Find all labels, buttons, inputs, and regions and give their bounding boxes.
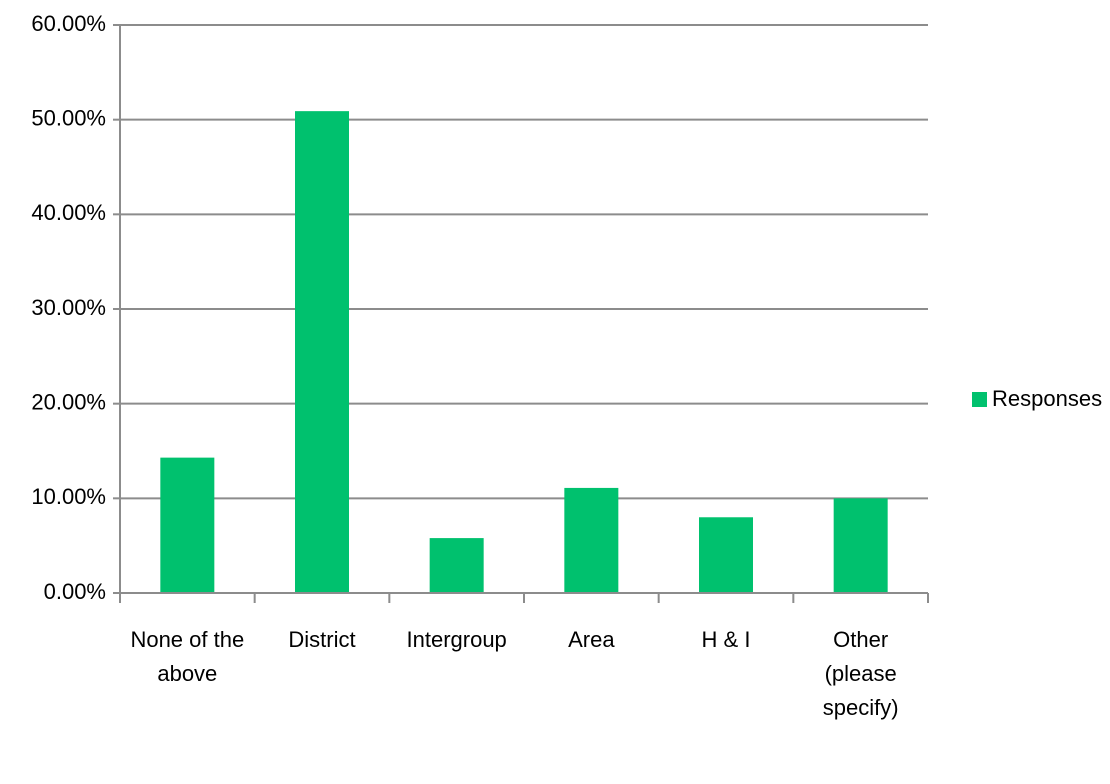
legend-swatch (972, 392, 987, 407)
bar (699, 517, 753, 593)
y-tick-label: 40.00% (31, 200, 106, 225)
x-tick-label: Intergroup (406, 627, 507, 652)
y-tick-label: 20.00% (31, 389, 106, 414)
x-tick-label: Area (568, 627, 615, 652)
bar (429, 538, 484, 593)
y-tick-label: 50.00% (31, 105, 106, 130)
y-tick-label: 10.00% (31, 484, 106, 509)
y-tick-label: 0.00% (44, 579, 106, 604)
bar (833, 498, 888, 593)
bar (564, 487, 619, 593)
x-tick-label: None of the above (130, 627, 245, 686)
y-tick-label: 60.00% (31, 11, 106, 36)
legend-label: Responses (992, 386, 1102, 411)
y-tick-label: 30.00% (31, 295, 106, 320)
bar (295, 111, 349, 593)
x-tick-label: District (288, 627, 356, 652)
x-tick-label: Other (please specify) (822, 627, 899, 720)
x-tick-label: H & I (701, 627, 751, 652)
bar (160, 457, 215, 593)
